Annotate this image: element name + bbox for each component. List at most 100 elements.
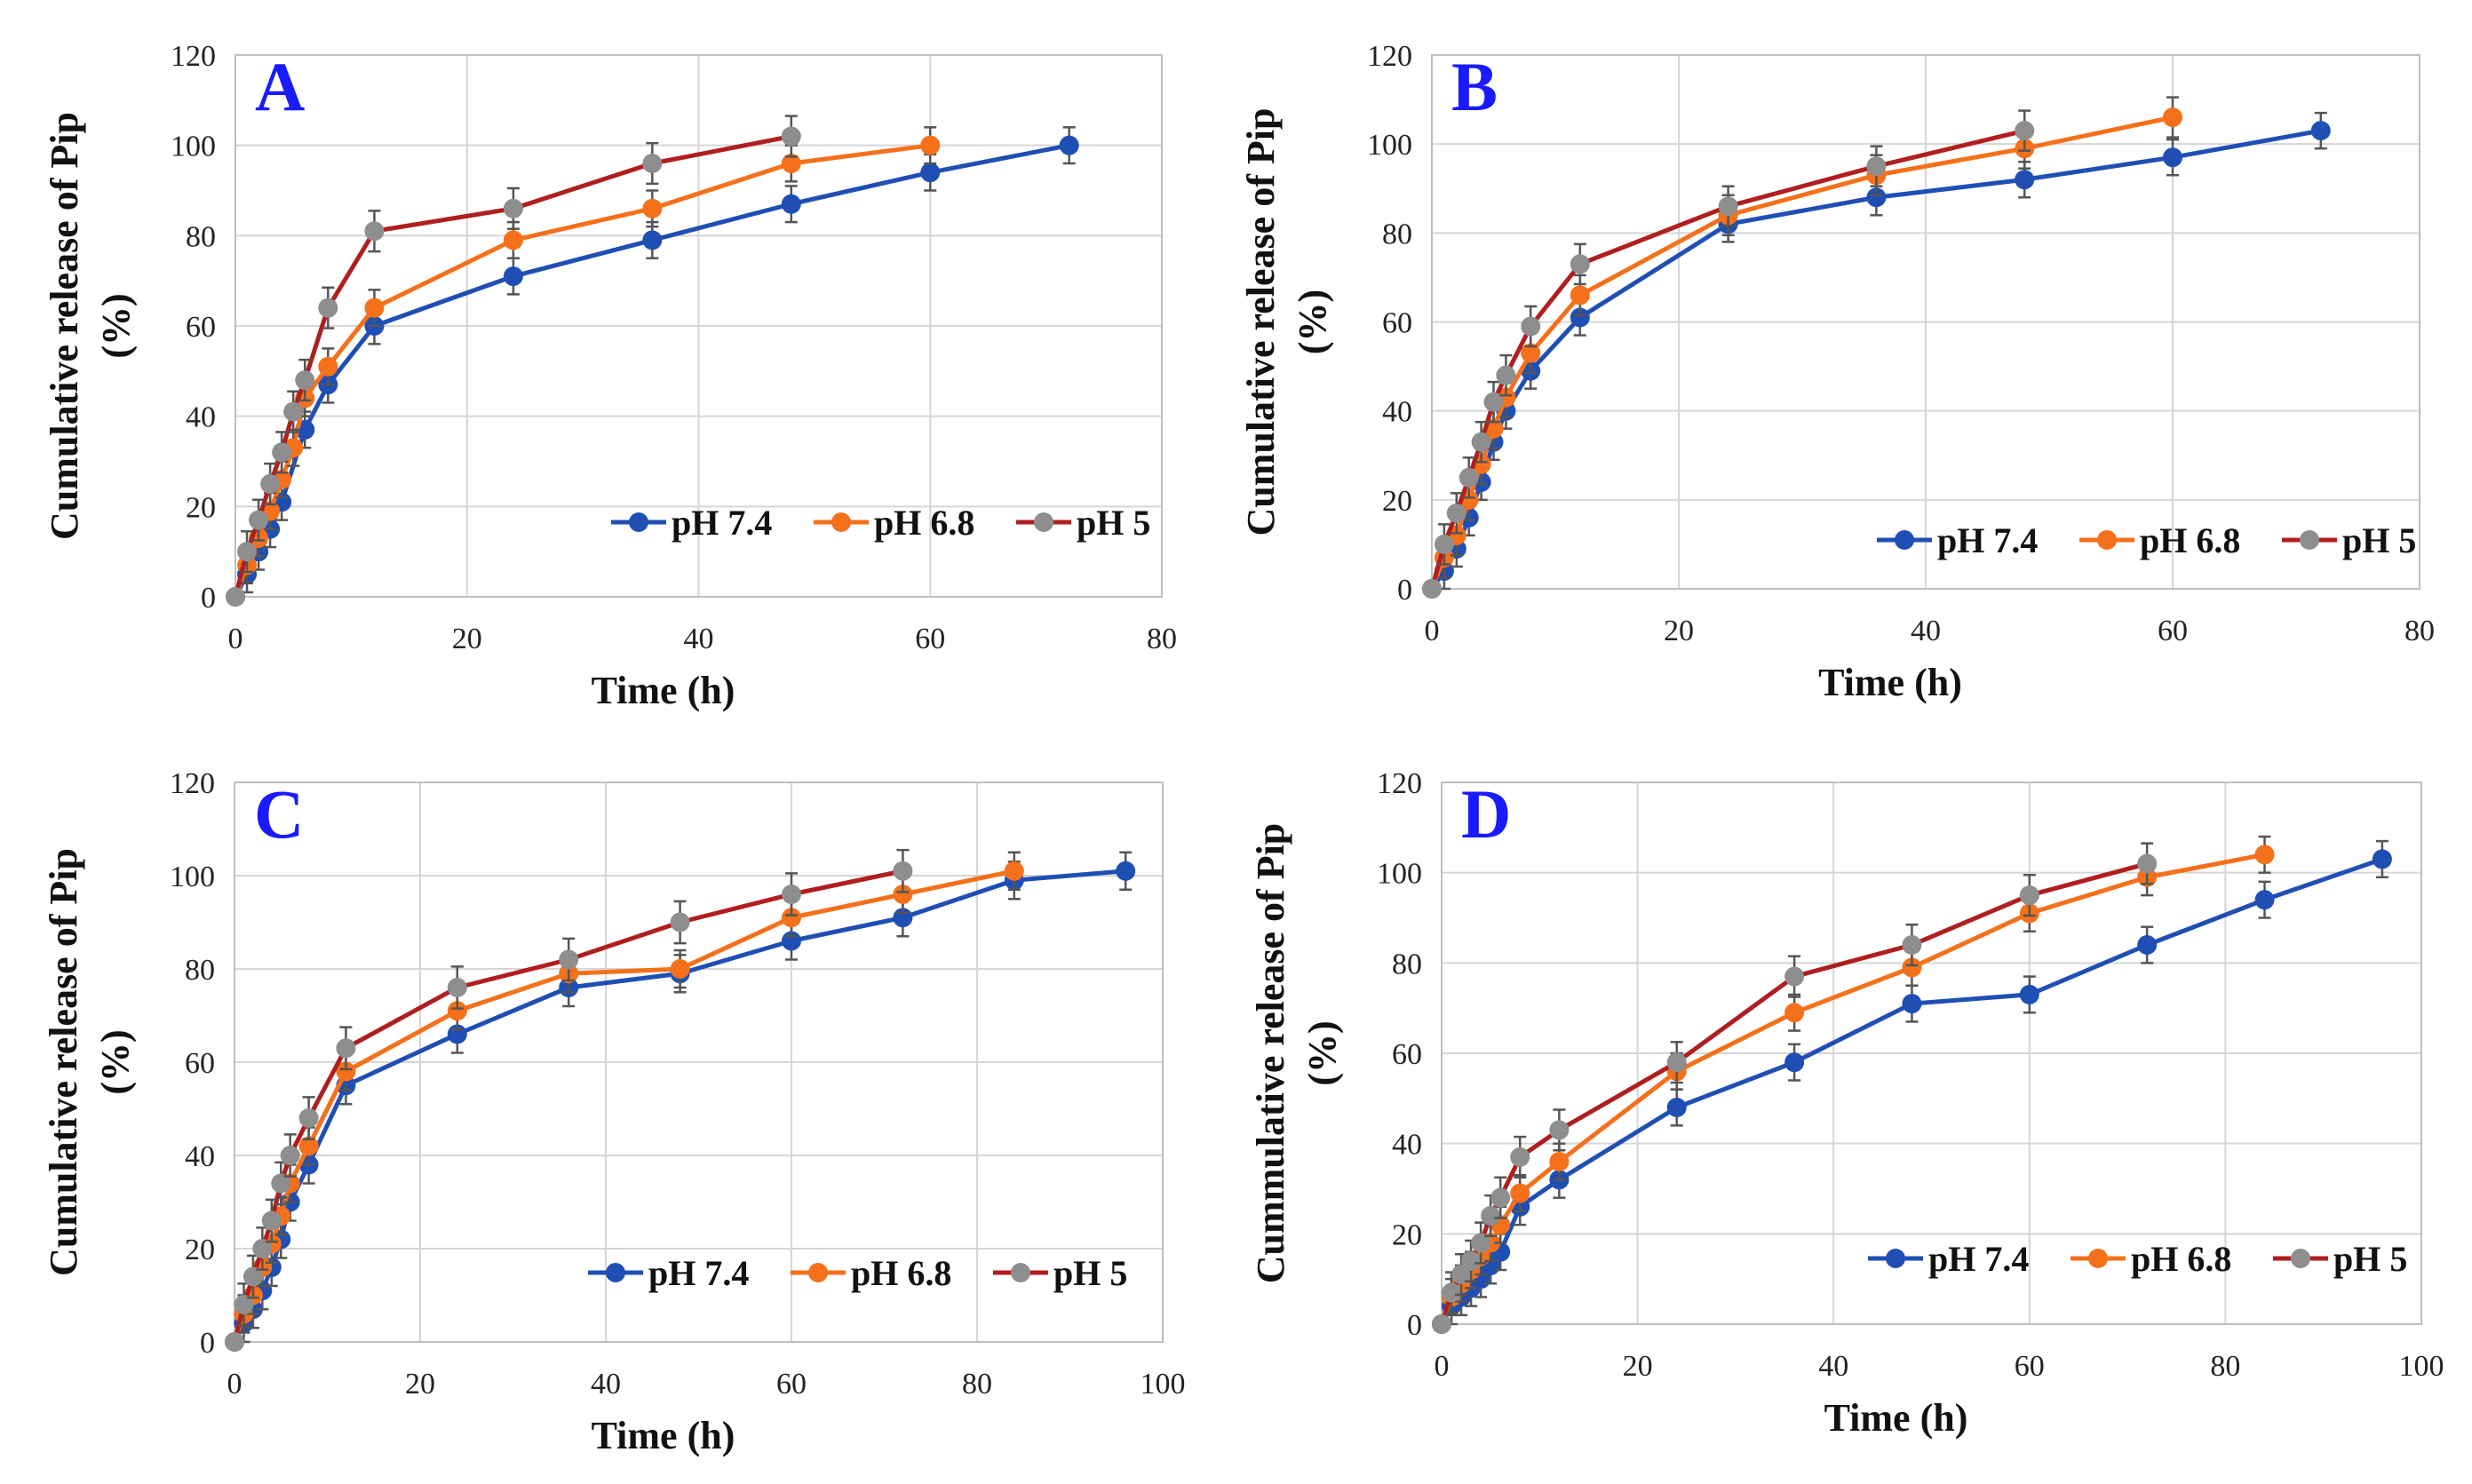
x-tick-label: 100: [1141, 1368, 1186, 1401]
panel-letter: A: [255, 48, 305, 125]
y-tick-label: 120: [1367, 40, 1412, 73]
data-point-ph-5: [295, 370, 315, 390]
data-point-ph-5: [559, 949, 579, 970]
legend-label: pH 6.8: [2140, 520, 2240, 560]
chart-panel-b: 0 20 40 60 80 0 20 40 60 80 100 120 Time (h) Cumulati…: [1239, 40, 2435, 704]
x-tick-label: 80: [1147, 623, 1177, 655]
y-tick-label: 20: [1392, 1218, 1422, 1251]
x-tick-label: 0: [1435, 1350, 1450, 1383]
data-point-ph-5: [318, 298, 338, 318]
data-point-ph-6-8: [2254, 845, 2275, 865]
x-tick-label: 40: [1911, 615, 1941, 647]
data-point-ph-7-4: [920, 163, 941, 183]
panel-letter: C: [254, 775, 304, 853]
y-axis-label: Cumulative release of Pip: [1239, 108, 1283, 536]
data-point-ph-7-4: [2015, 170, 2035, 190]
chart-panel-d: 0 20 40 60 80 100 0 20 40 60 80 100 120 Time (h) Cummu…: [1249, 767, 2444, 1440]
data-point-ph-6-8: [782, 908, 801, 928]
data-point-ph-6-8: [670, 959, 690, 979]
data-point-ph-5: [1784, 966, 1805, 987]
y-tick-label: 0: [200, 1327, 215, 1360]
data-point-ph-5: [1446, 503, 1467, 523]
data-point-ph-5: [336, 1038, 356, 1059]
legend-label: pH 6.8: [2131, 1239, 2231, 1279]
x-tick-label: 0: [227, 1368, 242, 1401]
data-point-ph-5: [1459, 467, 1479, 488]
data-point-ph-5: [260, 473, 281, 494]
y-tick-label: 60: [185, 1047, 215, 1080]
legend-marker: [1034, 512, 1053, 532]
y-tick-label: 0: [201, 582, 216, 615]
x-tick-label: 60: [2015, 1350, 2045, 1383]
plot-frame: [1441, 782, 2422, 1325]
data-point-ph-7-4: [2137, 935, 2158, 955]
legend-label: pH 6.8: [851, 1253, 951, 1293]
legend-label: pH 7.4: [1937, 520, 2038, 560]
data-point-ph-5: [781, 126, 801, 147]
legend-label: pH 5: [2333, 1239, 2407, 1279]
data-point-ph-7-4: [1059, 135, 1079, 155]
data-point-ph-5: [1549, 1120, 1570, 1140]
data-point-ph-6-8: [1521, 343, 1541, 363]
y-axis-label-unit: (%): [93, 1029, 137, 1094]
y-axis-label: Cumulative release of Pip: [43, 112, 86, 540]
y-tick-label: 60: [1382, 307, 1412, 340]
legend-label: pH 5: [2342, 520, 2416, 560]
data-point-ph-7-4: [1116, 861, 1136, 881]
y-tick-label: 120: [170, 767, 215, 800]
data-point-ph-6-8: [447, 1001, 467, 1021]
y-tick-label: 40: [1382, 396, 1412, 429]
data-point-ph-5: [1461, 1250, 1482, 1271]
y-tick-label: 80: [186, 220, 216, 253]
y-tick-label: 0: [1397, 574, 1412, 607]
data-point-ph-6-8: [781, 154, 801, 173]
data-point-ph-7-4: [2310, 121, 2331, 141]
y-tick-label: 120: [1377, 767, 1422, 800]
x-tick-label: 20: [405, 1368, 435, 1401]
x-tick-label: 0: [228, 623, 243, 655]
x-tick-label: 80: [962, 1368, 992, 1401]
y-axis-label: Cumulative release of Pip: [42, 848, 85, 1276]
data-point-ph-7-4: [781, 194, 801, 214]
y-tick-label: 20: [186, 491, 216, 524]
data-point-ph-5: [1521, 316, 1541, 337]
data-point-ph-5: [1490, 1187, 1511, 1208]
data-point-ph-5: [1434, 534, 1454, 554]
legend-marker: [2300, 530, 2319, 550]
data-point-ph-5: [283, 401, 304, 422]
data-point-ph-5: [1510, 1147, 1530, 1167]
legend-marker: [1886, 1249, 1905, 1268]
data-point-ph-5: [271, 1173, 291, 1194]
data-point-ph-5: [670, 912, 690, 932]
y-tick-label: 80: [185, 954, 215, 987]
data-point-ph-5: [272, 442, 292, 463]
data-point-ph-5: [252, 1239, 273, 1258]
legend-label: pH 7.4: [648, 1253, 749, 1293]
data-point-ph-6-8: [503, 230, 523, 250]
data-point-ph-5: [242, 1266, 263, 1287]
legend-marker: [1895, 530, 1914, 550]
y-tick-label: 60: [1392, 1038, 1422, 1071]
data-point-ph-5: [1432, 1314, 1451, 1334]
y-tick-label: 100: [171, 131, 216, 163]
legend-label: pH 5: [1053, 1253, 1127, 1293]
data-point-ph-5: [280, 1146, 300, 1165]
data-point-ph-5: [1451, 1265, 1472, 1285]
data-point-ph-5: [2137, 853, 2158, 874]
legend-label: pH 5: [1077, 503, 1150, 543]
legend-marker: [2291, 1249, 2310, 1268]
data-point-ph-5: [1471, 432, 1491, 452]
y-tick-label: 100: [170, 861, 215, 893]
data-point-ph-6-8: [336, 1061, 356, 1082]
panel-letter: B: [1451, 48, 1498, 125]
data-point-ph-5: [1483, 392, 1504, 412]
data-point-ph-5: [225, 1332, 244, 1352]
x-tick-label: 60: [776, 1368, 807, 1401]
y-tick-label: 0: [1407, 1309, 1422, 1342]
x-tick-label: 20: [452, 623, 482, 655]
y-axis-label-unit: (%): [94, 293, 138, 358]
data-point-ph-5: [1902, 935, 1922, 955]
y-tick-label: 20: [185, 1234, 215, 1266]
legend-marker: [831, 512, 851, 532]
x-tick-label: 40: [1818, 1350, 1848, 1383]
